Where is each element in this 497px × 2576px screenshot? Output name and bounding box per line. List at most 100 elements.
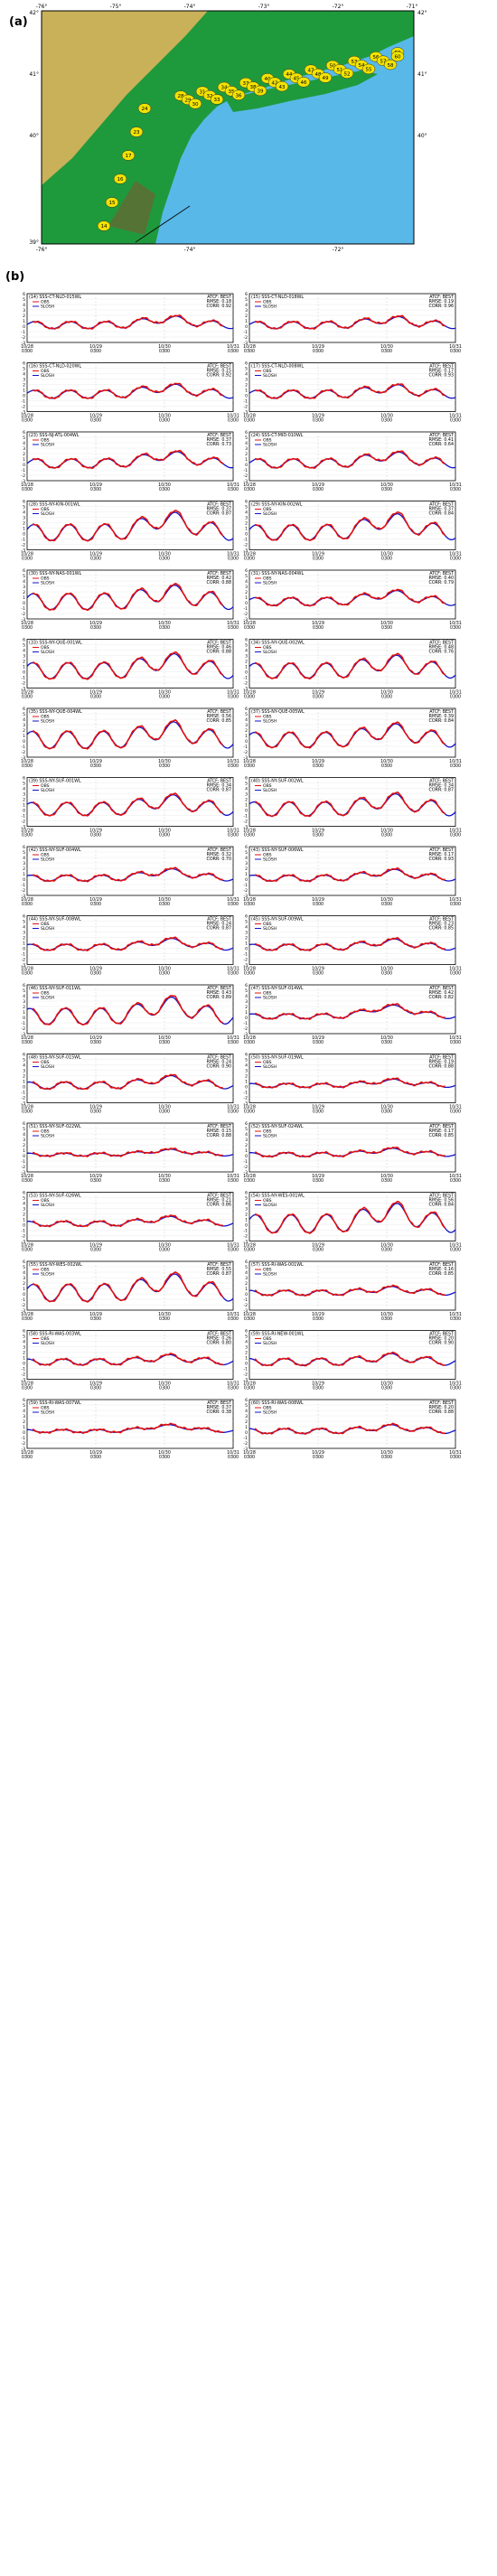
station-label: 34 bbox=[221, 86, 228, 91]
y-tick-label: 2 bbox=[23, 520, 25, 526]
y-tick-label: -1 bbox=[21, 1297, 25, 1303]
x-tick-label: 10/30 bbox=[380, 1450, 393, 1456]
x-tick-label: 10/29 bbox=[89, 829, 102, 834]
legend-obs-label: OBS bbox=[41, 645, 50, 651]
y-tick-label: 0 bbox=[23, 1084, 25, 1090]
x-tick-label: 10/28 bbox=[243, 1105, 256, 1110]
x-tick-label: 10/30 bbox=[158, 967, 171, 972]
y-tick-label: 0 bbox=[245, 1084, 248, 1090]
y-tick-label: 5 bbox=[23, 1057, 25, 1063]
y-tick-label: 0 bbox=[245, 531, 248, 537]
x-tick-label-time: 0300 bbox=[244, 418, 255, 424]
y-tick-label: 6 bbox=[245, 845, 248, 850]
x-tick-label: 10/30 bbox=[158, 1105, 171, 1110]
y-tick-label: 1 bbox=[23, 941, 25, 946]
map-land-upland bbox=[42, 11, 208, 185]
panel-rmse: RMSE: 0.23 bbox=[429, 922, 454, 927]
panel-atcf: ATCF: BEST bbox=[429, 641, 454, 646]
panel-rmse: RMSE: 0.42 bbox=[429, 990, 454, 996]
y-tick-label: -2 bbox=[21, 888, 25, 894]
y-tick-label: 6 bbox=[23, 1190, 25, 1195]
y-tick-label: 1 bbox=[23, 1425, 25, 1430]
panel-corr: CORR: 0.90 bbox=[207, 1064, 231, 1070]
y-tick-label: 3 bbox=[245, 377, 248, 382]
legend-slosh-label: SLOSH bbox=[263, 373, 277, 379]
timeseries-panel: -3-2-1012345610/28030010/29030010/300300… bbox=[243, 292, 462, 354]
x-tick-label: 10/30 bbox=[158, 621, 171, 626]
x-tick-label: 10/28 bbox=[21, 829, 33, 834]
y-tick-label: 5 bbox=[23, 1195, 25, 1201]
x-tick-label-time: 0300 bbox=[22, 1178, 33, 1184]
x-tick-label-time: 0300 bbox=[159, 418, 170, 424]
y-tick-label: -1 bbox=[243, 745, 248, 750]
y-tick-label: -2 bbox=[243, 1095, 248, 1101]
x-tick-label-time: 0300 bbox=[22, 695, 33, 700]
y-tick-label: -3 bbox=[21, 1377, 25, 1382]
station-marker bbox=[97, 220, 111, 231]
panel-title: (53) SSS-NY-SUF-026WL bbox=[29, 1194, 81, 1199]
legend-obs-label: OBS bbox=[263, 1268, 272, 1273]
y-tick-label: 4 bbox=[245, 648, 248, 653]
x-tick-label: 10/31 bbox=[227, 690, 239, 696]
legend-slosh-label: SLOSH bbox=[41, 788, 54, 793]
x-tick-label-time: 0300 bbox=[313, 557, 324, 562]
x-tick-label: 10/28 bbox=[21, 414, 33, 419]
y-tick-label: 1 bbox=[23, 319, 25, 324]
map-lon-label-top: -72° bbox=[333, 4, 344, 10]
station-label: 53 bbox=[352, 60, 358, 65]
x-tick-label: 10/29 bbox=[312, 897, 324, 903]
y-tick-label: 0 bbox=[245, 1292, 248, 1297]
panel-rmse: RMSE: 0.39 bbox=[429, 714, 454, 719]
x-tick-label-time: 0300 bbox=[90, 1386, 101, 1391]
x-tick-label-time: 0300 bbox=[313, 418, 324, 424]
panel-corr: CORR: 0.84 bbox=[429, 718, 454, 724]
panel-frame bbox=[26, 1192, 234, 1241]
panel-title: (45) SSS-NY-SUF-009WL bbox=[251, 917, 304, 923]
station-label: 43 bbox=[279, 85, 286, 90]
y-tick-label: 1 bbox=[245, 1287, 248, 1292]
station-label: 36 bbox=[236, 93, 242, 98]
x-tick-label-time: 0300 bbox=[244, 833, 255, 838]
y-tick-label: 4 bbox=[245, 371, 248, 377]
legend-slosh-label: SLOSH bbox=[263, 443, 277, 448]
x-tick-label: 10/28 bbox=[21, 1450, 33, 1456]
y-tick-label: 4 bbox=[23, 1063, 25, 1068]
y-tick-label: 5 bbox=[245, 712, 248, 717]
y-tick-label: 2 bbox=[245, 866, 248, 872]
station-label: 45 bbox=[294, 77, 300, 82]
y-tick-label: 0 bbox=[245, 1361, 248, 1366]
x-tick-label-time: 0300 bbox=[313, 1386, 324, 1391]
legend-slosh-label: SLOSH bbox=[41, 719, 54, 725]
y-tick-label: -3 bbox=[21, 479, 25, 484]
y-tick-label: 5 bbox=[23, 366, 25, 371]
y-tick-label: -1 bbox=[21, 1159, 25, 1165]
panel-atcf: ATCF: BEST bbox=[207, 709, 231, 715]
timeseries-panel: -3-2-1012345610/28030010/29030010/300300… bbox=[243, 845, 462, 907]
legend-slosh-label: SLOSH bbox=[263, 719, 277, 725]
legend-obs-label: OBS bbox=[263, 507, 272, 512]
panel-title: (15) SSS-CT-NLD-018WL bbox=[251, 295, 304, 300]
x-tick-label-time: 0300 bbox=[228, 1316, 239, 1322]
x-tick-label: 10/31 bbox=[449, 967, 462, 972]
legend-obs-label: OBS bbox=[41, 1268, 50, 1273]
station-marker bbox=[340, 68, 354, 79]
y-tick-label: 2 bbox=[23, 866, 25, 872]
y-tick-label: 1 bbox=[245, 1148, 248, 1154]
x-tick-label: 10/30 bbox=[380, 1312, 393, 1317]
station-label: 39 bbox=[258, 89, 264, 95]
y-tick-label: 3 bbox=[245, 1276, 248, 1281]
panel-frame bbox=[248, 1330, 456, 1380]
x-tick-label: 10/31 bbox=[449, 829, 462, 834]
y-tick-label: 5 bbox=[23, 1403, 25, 1409]
legend-obs-label: OBS bbox=[263, 369, 272, 374]
x-tick-label-time: 0300 bbox=[90, 418, 101, 424]
x-tick-label: 10/28 bbox=[243, 1035, 256, 1041]
legend-obs-label: OBS bbox=[41, 1406, 50, 1411]
y-tick-label: 2 bbox=[23, 590, 25, 595]
x-tick-label: 10/31 bbox=[227, 1382, 239, 1387]
y-tick-label: 2 bbox=[245, 452, 248, 457]
x-tick-label: 10/29 bbox=[312, 759, 324, 764]
y-tick-label: 3 bbox=[23, 861, 25, 866]
x-tick-label: 10/31 bbox=[449, 621, 462, 626]
y-tick-label: 6 bbox=[23, 845, 25, 850]
